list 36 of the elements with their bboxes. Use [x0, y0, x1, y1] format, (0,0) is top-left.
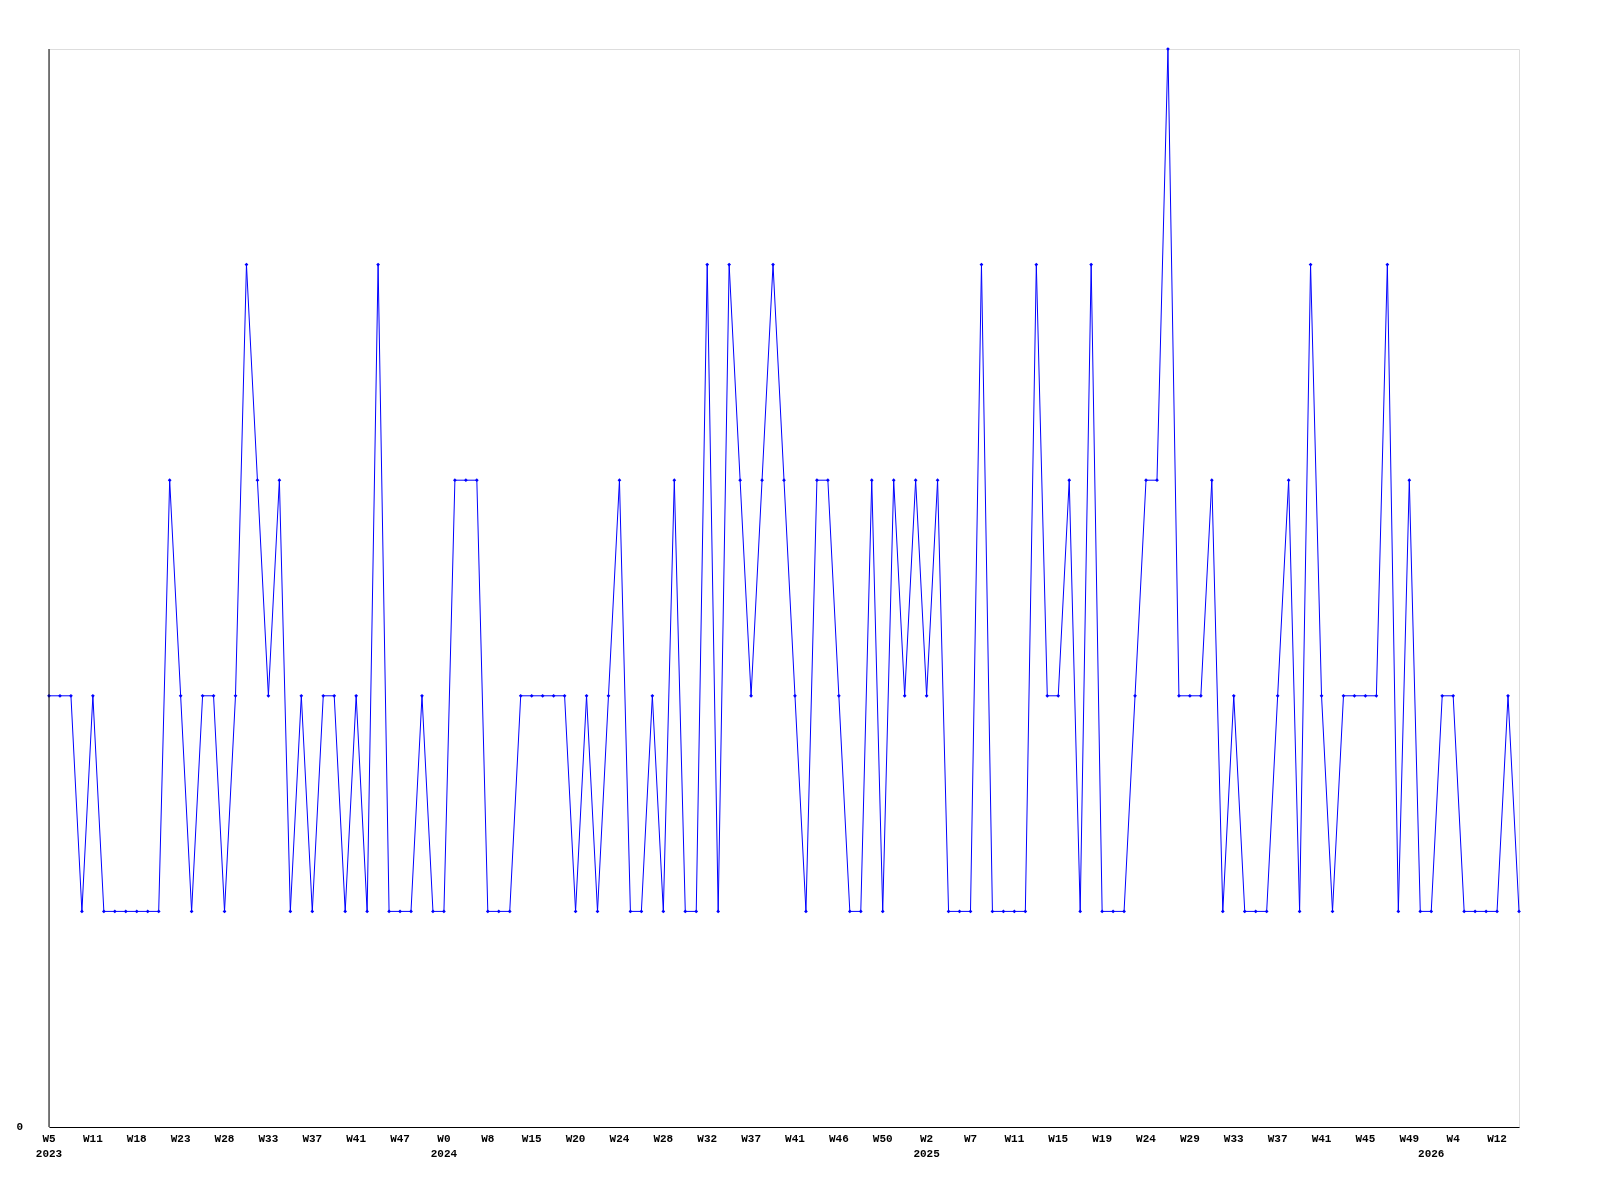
x-tick-label: W24	[609, 1133, 630, 1145]
x-tick-label: W7	[963, 1133, 978, 1145]
x-tick-label: W41	[1311, 1133, 1332, 1145]
x-tick-label: W28	[214, 1133, 235, 1145]
text: 0	[16, 1121, 23, 1133]
x-tick-label: W2 2025	[913, 1133, 941, 1160]
x-tick-label: W41	[785, 1133, 806, 1145]
x-tick-label: W33	[258, 1133, 279, 1145]
x-tick-label: W18	[126, 1133, 148, 1145]
x-tick-label: W15	[1048, 1133, 1069, 1145]
x-tick-label: W50	[872, 1133, 893, 1145]
x-tick-label: W11	[1004, 1133, 1025, 1145]
x-tick-label: W47	[390, 1133, 410, 1145]
x-tick-label: W49	[1399, 1133, 1420, 1145]
x-tick-label: W33	[1223, 1133, 1245, 1145]
x-tick-label: W12	[1487, 1133, 1507, 1145]
x-tick-label: W45	[1355, 1133, 1376, 1145]
x-tick-label: W15	[521, 1133, 542, 1145]
x-tick-label: W11	[82, 1133, 104, 1145]
x-tick-label: W32	[697, 1133, 718, 1145]
x-tick-label: W28	[653, 1133, 674, 1145]
x-tick-label: W19	[1092, 1133, 1113, 1145]
x-tick-label: W46	[828, 1133, 849, 1145]
x-tick-label: W0 2024	[430, 1133, 458, 1160]
x-tick-label: W4	[1446, 1133, 1461, 1145]
x-tick-label: W20	[565, 1133, 586, 1145]
x-tick-label: W24	[1136, 1133, 1157, 1145]
x-tick-label: 2026	[1418, 1148, 1445, 1160]
x-tick-label: W41	[346, 1133, 367, 1145]
x-tick-label: W37	[302, 1133, 323, 1145]
x-tick-label: W37	[1267, 1133, 1288, 1145]
x-tick-label: W23	[170, 1133, 191, 1145]
x-tick-label: W8	[481, 1133, 495, 1145]
x-tick-label: W5 2023	[35, 1133, 63, 1160]
x-tick-label: W29	[1179, 1133, 1200, 1145]
x-tick-label: W37	[741, 1133, 761, 1145]
